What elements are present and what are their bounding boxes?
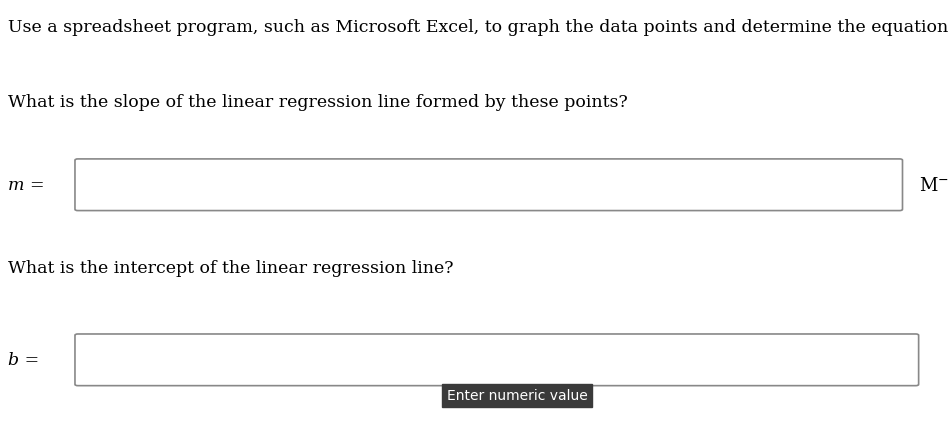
Text: Use a spreadsheet program, such as Microsoft Excel, to graph the data points and: Use a spreadsheet program, such as Micro… — [8, 19, 949, 36]
Text: Enter numeric value: Enter numeric value — [447, 389, 587, 403]
Text: What is the intercept of the linear regression line?: What is the intercept of the linear regr… — [8, 260, 453, 277]
FancyBboxPatch shape — [75, 334, 919, 386]
Text: What is the slope of the linear regression line formed by these points?: What is the slope of the linear regressi… — [8, 94, 627, 111]
Text: M$^{-1}$: M$^{-1}$ — [919, 175, 949, 196]
Text: m =: m = — [8, 177, 44, 194]
Text: b =: b = — [8, 351, 39, 368]
FancyBboxPatch shape — [75, 159, 902, 211]
